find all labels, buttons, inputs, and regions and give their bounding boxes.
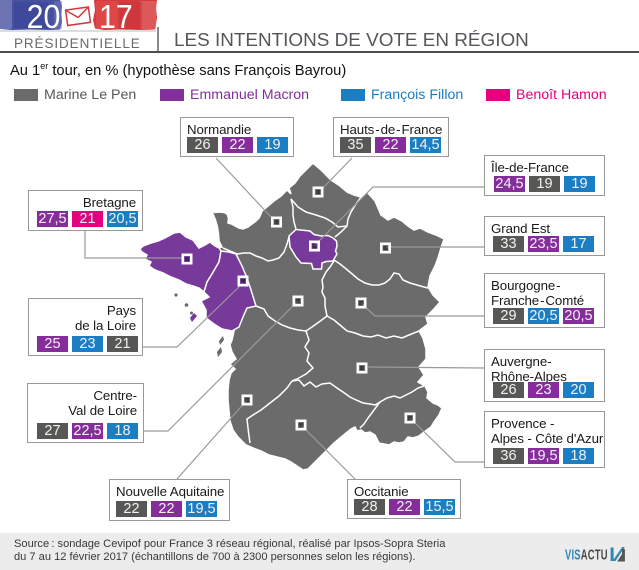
svg-text:20: 20	[27, 0, 61, 35]
svg-text:17: 17	[99, 0, 133, 35]
svg-text:VISACTU: VISACTU	[565, 546, 608, 563]
